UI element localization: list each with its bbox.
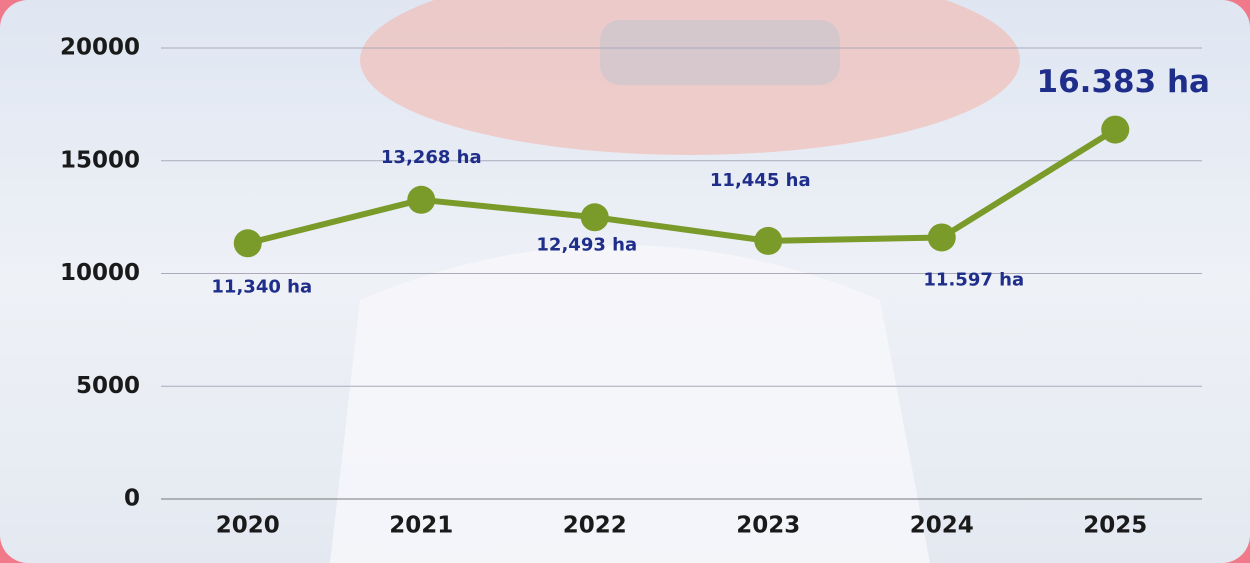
value-label: 12,493 ha [536,234,637,255]
y-tick-label: 0 [124,486,140,512]
value-label: 13,268 ha [381,147,482,168]
y-tick-label: 10000 [60,260,140,286]
value-label: 11,445 ha [710,170,811,191]
value-label: 11,340 ha [211,276,312,297]
x-tick-label: 2023 [736,513,800,539]
x-tick-label: 2024 [910,513,974,539]
data-point [581,203,609,231]
data-point [1101,116,1129,144]
value-label: 11.597 ha [923,269,1024,290]
value-label: 16.383 ha [1037,64,1210,100]
y-tick-label: 15000 [60,147,140,173]
data-point [234,229,262,257]
x-tick-label: 2021 [389,513,453,539]
x-tick-label: 2022 [563,513,627,539]
y-tick-label: 20000 [60,35,140,61]
page: 0 5000 10000 15000 20000 2020 2021 2022 2023 2024… [0,0,1250,563]
data-point [928,223,956,251]
x-tick-label: 2020 [216,513,280,539]
x-tick-label: 2025 [1083,513,1147,539]
y-tick-label: 5000 [76,373,140,399]
data-point [407,186,435,214]
chart: 0 5000 10000 15000 20000 2020 2021 2022 2023 2024… [0,0,1250,563]
glasses-shape [600,20,840,85]
data-point [754,227,782,255]
